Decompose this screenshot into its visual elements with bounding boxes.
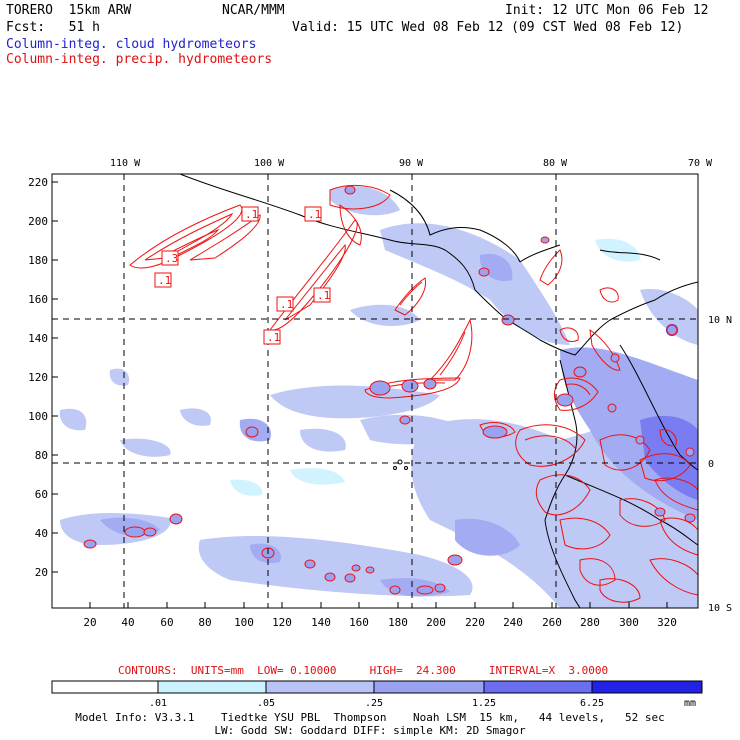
contour-label: .1 — [245, 208, 258, 221]
map-frame — [51, 173, 699, 609]
model-title: TORERO 15km ARW — [6, 3, 132, 18]
axis-ticks — [52, 181, 668, 608]
contour-label: .3 — [165, 252, 178, 265]
y-tick-label: 60 — [35, 488, 48, 501]
contour-label: .1 — [280, 298, 293, 311]
cloud-shading — [59, 186, 698, 608]
model-info-line1: Model Info: V3.3.1 Tiedtke YSU PBL Thomp… — [75, 711, 665, 724]
contour-label-texts: .1 .1 .3 .1 .1 .1 .1 — [158, 208, 330, 344]
contour-info: CONTOURS: UNITS=mm LOW= 0.10000 HIGH= 24… — [118, 664, 609, 677]
lon-label: 70 W — [688, 158, 713, 169]
colorbar-bin — [483, 680, 593, 694]
x-tick-label: 200 — [426, 616, 446, 629]
contour-label: .1 — [158, 274, 171, 287]
lon-label: 110 W — [110, 158, 141, 169]
x-tick-label: 20 — [83, 616, 96, 629]
colorbar-bin — [591, 680, 703, 694]
x-tick-label: 260 — [542, 616, 562, 629]
lat-labels: 10 N 0 10 S — [708, 315, 732, 614]
forecast-hour: Fcst: 51 h — [6, 20, 100, 35]
colorbar-bin — [373, 680, 485, 694]
x-tick-label: 280 — [580, 616, 600, 629]
contour-label: .1 — [308, 208, 321, 221]
lon-label: 80 W — [543, 158, 568, 169]
colorbar-unit: mm — [684, 698, 696, 709]
org-label: NCAR/MMM — [222, 3, 285, 18]
x-tick-label: 40 — [121, 616, 134, 629]
x-tick-label: 100 — [234, 616, 254, 629]
contour-label: .1 — [317, 289, 330, 302]
lon-labels: 110 W 100 W 90 W 80 W 70 W — [110, 158, 713, 169]
x-tick-label: 160 — [349, 616, 369, 629]
x-tick-label: 300 — [619, 616, 639, 629]
x-tick-label: 80 — [198, 616, 211, 629]
valid-time: Valid: 15 UTC Wed 08 Feb 12 (09 CST Wed … — [292, 20, 684, 35]
colorbar-bin — [51, 680, 159, 694]
x-tick-label: 240 — [503, 616, 523, 629]
colorbar-labels: .01 .05 .25 1.25 6.25 mm — [149, 698, 696, 709]
lat-label: 0 — [708, 459, 714, 470]
lat-lon-grid — [52, 174, 698, 608]
x-tick-label: 320 — [657, 616, 677, 629]
y-tick-label: 140 — [28, 332, 48, 345]
lon-label: 100 W — [254, 158, 285, 169]
field-label-precip: Column-integ. precip. hydrometeors — [6, 52, 273, 67]
y-tick-label: 180 — [28, 254, 48, 267]
y-tick-label: 40 — [35, 527, 48, 540]
y-tick-label: 200 — [28, 215, 48, 228]
y-tick-label: 80 — [35, 449, 48, 462]
colorbar-bin — [265, 680, 375, 694]
y-tick-label: 220 — [28, 176, 48, 189]
lat-label: 10 N — [708, 315, 732, 326]
y-tick-labels: 220 200 180 160 140 120 100 80 60 40 20 — [28, 176, 48, 579]
field-label-cloud: Column-integ. cloud hydrometeors — [6, 37, 257, 52]
y-tick-label: 120 — [28, 371, 48, 384]
x-tick-label: 120 — [272, 616, 292, 629]
x-tick-label: 140 — [311, 616, 331, 629]
lat-label: 10 S — [708, 603, 732, 614]
colorbar-label: .01 — [149, 698, 167, 709]
y-tick-label: 20 — [35, 566, 48, 579]
x-tick-label: 220 — [465, 616, 485, 629]
colorbar-bin — [157, 680, 267, 694]
y-tick-label: 160 — [28, 293, 48, 306]
contour-label-boxes — [154, 206, 331, 345]
colorbar — [51, 680, 703, 694]
model-info-line2: LW: Godd SW: Goddard DIFF: simple KM: 2D… — [214, 724, 526, 737]
init-time: Init: 12 UTC Mon 06 Feb 12 — [505, 3, 709, 18]
lon-label: 90 W — [399, 158, 424, 169]
colorbar-label: 6.25 — [580, 698, 604, 709]
storm-cells — [83, 185, 696, 595]
x-tick-label: 60 — [160, 616, 173, 629]
colorbar-label: .25 — [365, 698, 383, 709]
colorbar-label: 1.25 — [472, 698, 496, 709]
colorbar-label: .05 — [257, 698, 275, 709]
coastlines — [179, 174, 698, 608]
y-tick-label: 100 — [28, 410, 48, 423]
contour-label: .1 — [267, 331, 280, 344]
x-tick-label: 180 — [388, 616, 408, 629]
x-tick-labels: 20 40 60 80 100 120 140 160 180 200 220 … — [83, 616, 677, 629]
